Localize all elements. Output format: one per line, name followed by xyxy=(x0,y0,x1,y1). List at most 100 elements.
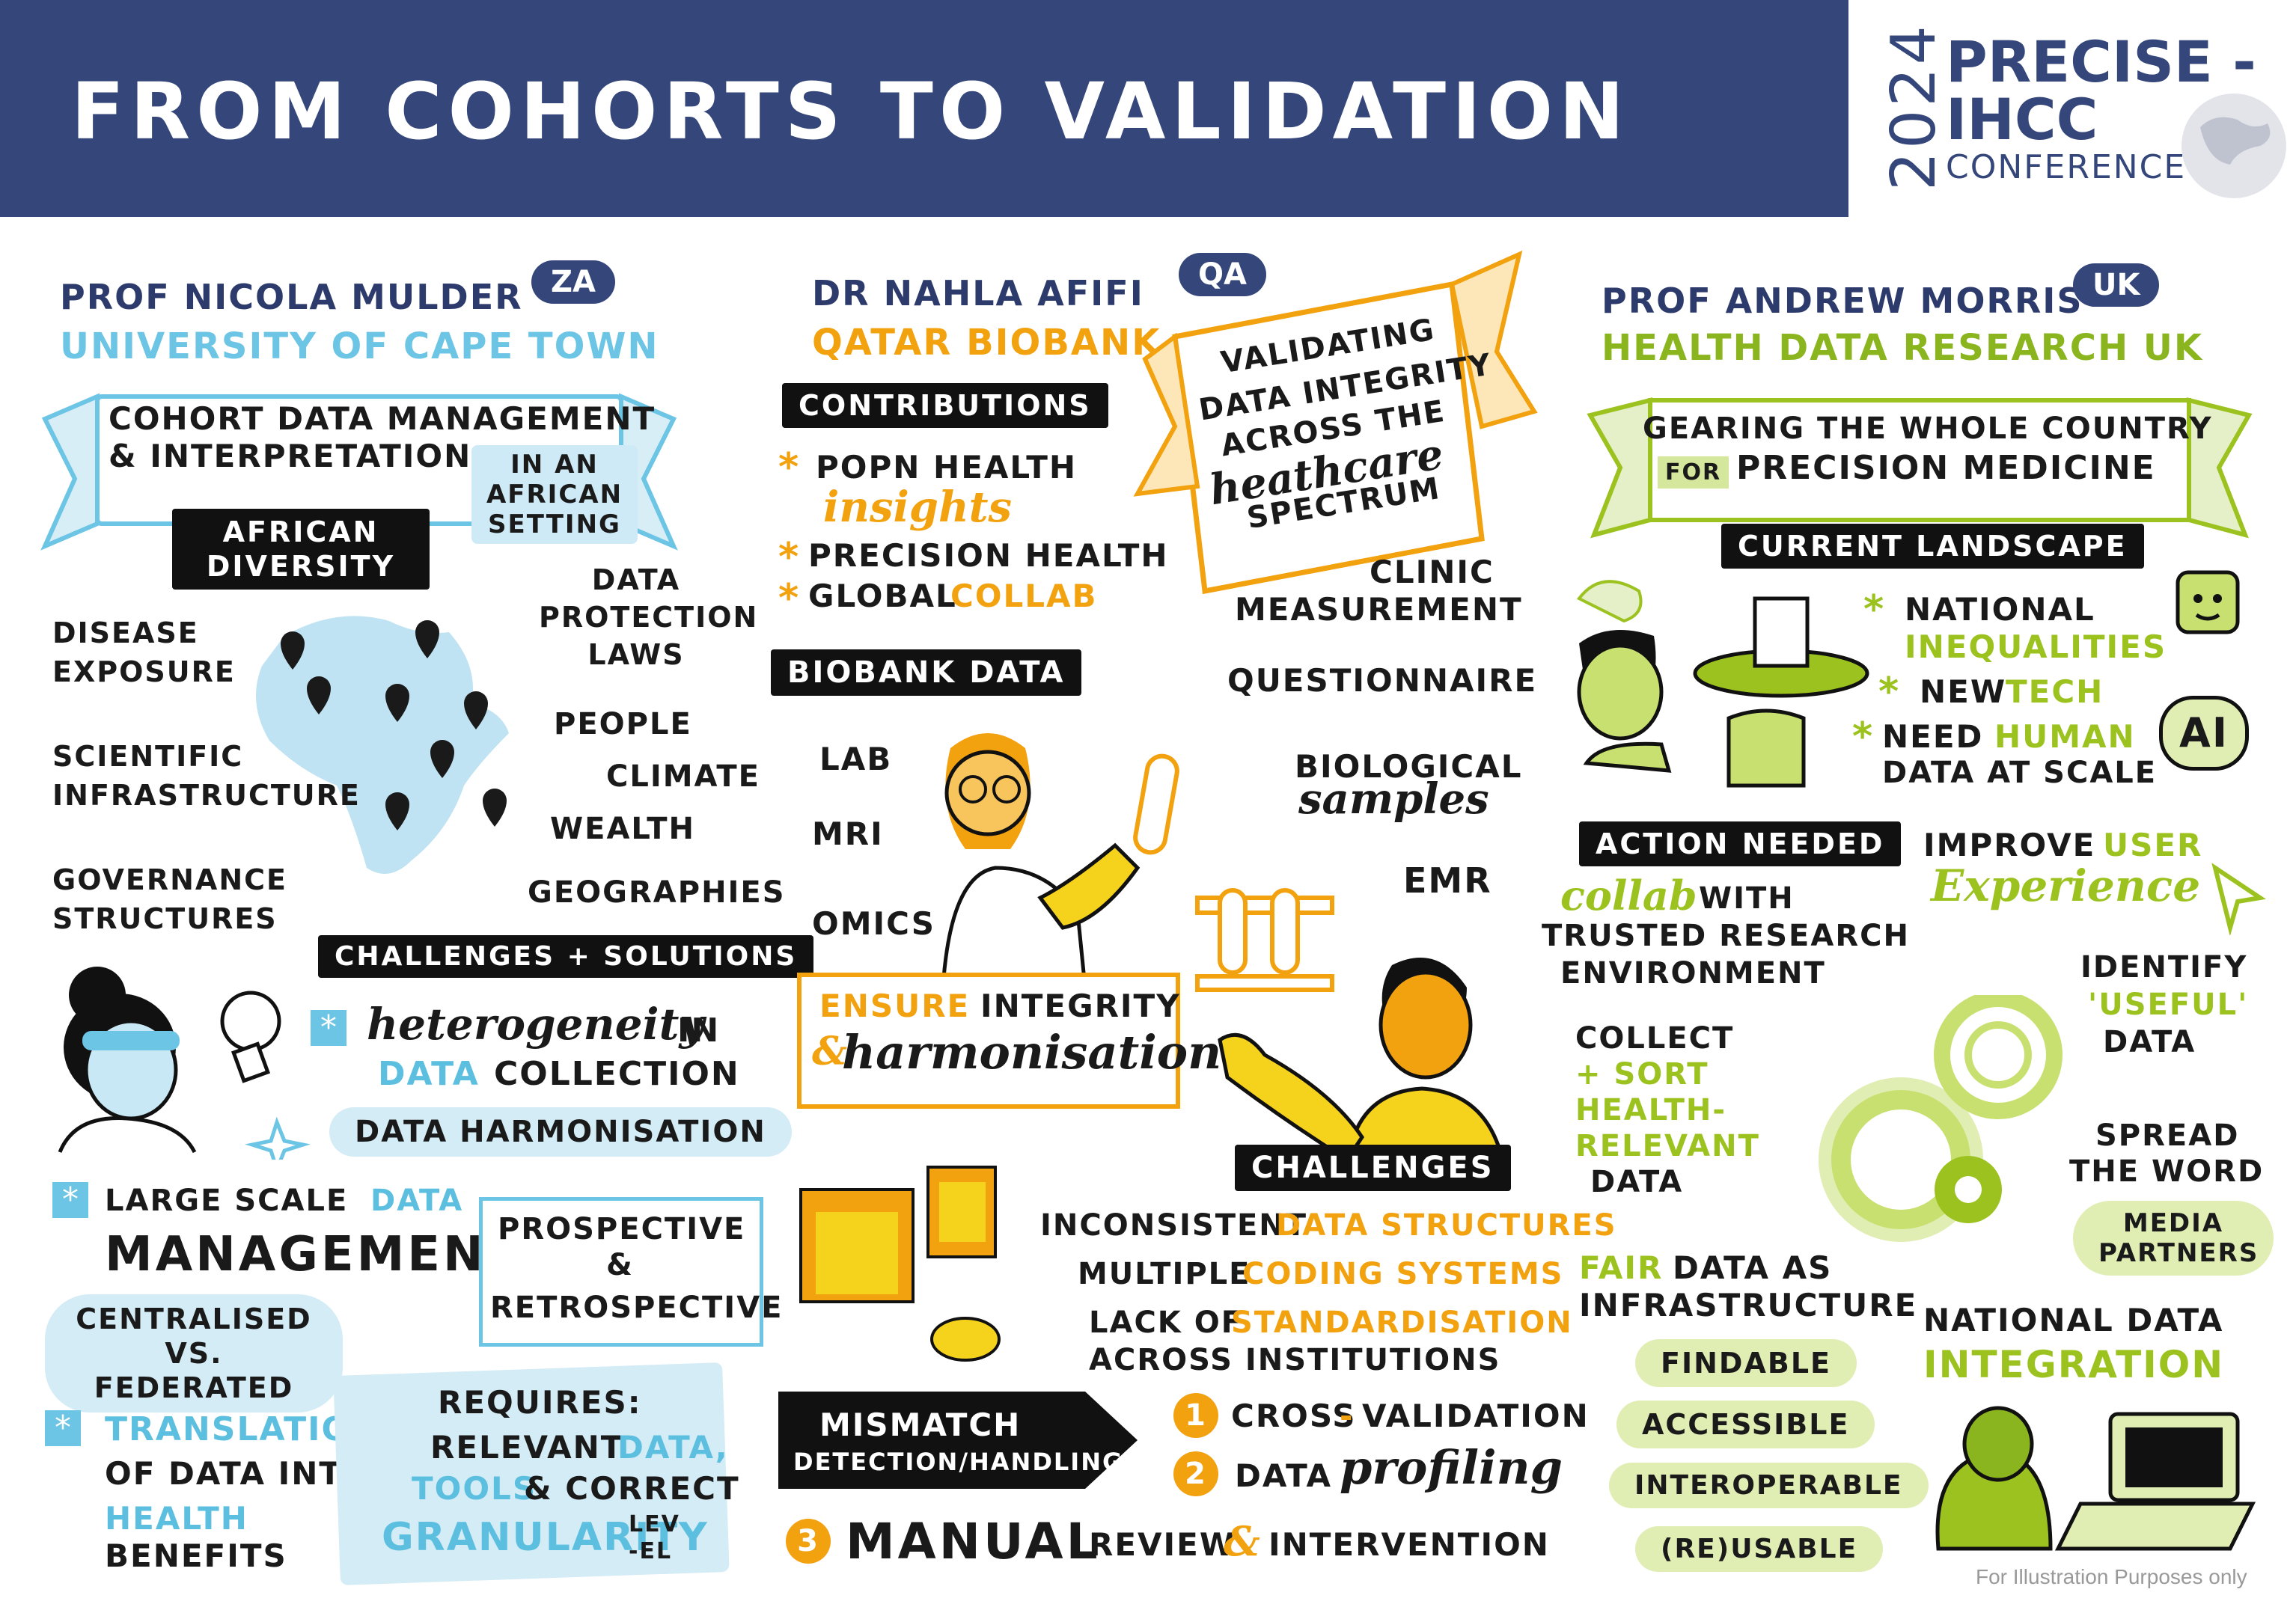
granularity-text: GRANULARITY xyxy=(382,1515,709,1560)
mouse-icon xyxy=(930,1317,1001,1362)
fair-text: FAIR xyxy=(1579,1249,1664,1286)
gears-illustration xyxy=(1819,995,2063,1242)
step1b: - xyxy=(1340,1398,1355,1434)
institution: QATAR BIOBANK xyxy=(812,322,1161,364)
need-text: NEED xyxy=(1882,718,1984,755)
correct-text: & CORRECT xyxy=(524,1470,740,1507)
asterisk-icon: * xyxy=(1852,714,1875,759)
large-scale-data: DATA xyxy=(370,1184,464,1218)
speaker-name: PROF ANDREW MORRIS xyxy=(1602,281,2083,321)
requires-label: REQUIRES: xyxy=(438,1384,642,1421)
map-label-people: PEOPLE xyxy=(554,707,692,741)
country-badge: ZA xyxy=(531,260,615,304)
collect2: + SORT xyxy=(1575,1057,1709,1092)
country-badge: QA xyxy=(1179,253,1266,296)
req-data-text: DATA, xyxy=(617,1429,729,1466)
person-illustration xyxy=(1218,958,1506,1167)
robot-icon xyxy=(2176,570,2240,634)
trusted2: ENVIRONMENT xyxy=(1560,956,1826,991)
asterisk-icon: * xyxy=(311,1010,346,1046)
contrib-popn: POPN HEALTH xyxy=(816,449,1077,486)
asterisk-icon: * xyxy=(1863,587,1886,632)
map-label-data-protection: DATA PROTECTION LAWS xyxy=(539,563,759,671)
translation-text: TRANSLATION xyxy=(105,1410,380,1448)
ch1b: DATA STRUCTURES xyxy=(1276,1208,1617,1243)
africa-map xyxy=(256,616,509,874)
map-pin-icon xyxy=(385,684,409,722)
map-pin-icon xyxy=(415,620,439,658)
centralised-pill: CENTRALISED VS. FEDERATED xyxy=(45,1294,343,1413)
ribbon-banner xyxy=(1587,397,2253,539)
current-landscape-label: CURRENT LANDSCAPE xyxy=(1721,524,2144,569)
globe-icon xyxy=(2181,94,2286,198)
media-partners-pill: MEDIA PARTNERS xyxy=(2073,1201,2274,1276)
gearing-line1: GEARING THE WHOLE COUNTRY xyxy=(1643,411,2213,446)
banner-subtitle: IN AN AFRICAN SETTING xyxy=(471,445,638,544)
mismatch-text: MISMATCH xyxy=(819,1407,1022,1443)
interoperable-pill: INTEROPERABLE xyxy=(1609,1463,1929,1508)
map-pin-icon xyxy=(307,676,331,714)
ch3a: LACK OF xyxy=(1089,1306,1244,1340)
mismatch-detection: DETECTION/HANDLING xyxy=(793,1448,1124,1476)
step3a: MANUAL xyxy=(846,1513,1101,1570)
step3c: INTERVENTION xyxy=(1268,1526,1550,1563)
logo-ihcc: IHCC xyxy=(1946,86,2098,153)
country-badge: UK xyxy=(2073,263,2160,307)
logo-year: 2024 xyxy=(1878,22,1950,191)
computers-illustration xyxy=(799,1166,1001,1362)
national-data-text: NATIONAL DATA xyxy=(1923,1302,2224,1338)
fair-rest-text: DATA AS xyxy=(1673,1249,1833,1286)
ensure-box xyxy=(797,973,1180,1109)
gear-icon xyxy=(1935,1156,2002,1223)
map-label-governance: GOVERNANCE STRUCTURES xyxy=(52,863,287,935)
map-label-disease: DISEASE EXPOSURE xyxy=(52,616,236,688)
prospective-text: PROSPECTIVE xyxy=(498,1212,746,1246)
data-at-scale: DATA AT SCALE xyxy=(1882,756,2158,790)
step3b: REVIEW xyxy=(1089,1526,1236,1563)
step2-profiling: profiling xyxy=(1340,1440,1563,1495)
collect3: HEALTH- xyxy=(1575,1093,1726,1127)
step1a: CROSS xyxy=(1231,1398,1357,1434)
contributions-label: CONTRIBUTIONS xyxy=(782,383,1108,428)
useful-data-text: DATA xyxy=(2103,1025,2196,1059)
experience-text: Experience xyxy=(1931,860,2201,911)
prospective-amp: & xyxy=(606,1248,634,1282)
harmonisation-text: harmonisation xyxy=(842,1025,1222,1080)
infrastructure-text: INFRASTRUCTURE xyxy=(1579,1287,1918,1323)
heterogeneity-text: heterogeneity xyxy=(367,999,705,1050)
map-label-geographies: GEOGRAPHIES xyxy=(528,875,786,910)
ch3b: STANDARDISATION xyxy=(1231,1306,1573,1340)
omics-label: OMICS xyxy=(812,905,935,942)
speaker-name: DR NAHLA AFIFI xyxy=(812,273,1144,313)
landscape-illustration xyxy=(1576,580,1869,788)
lightbulb-icon xyxy=(220,991,281,1083)
trusted1: TRUSTED RESEARCH xyxy=(1542,919,1910,953)
step1-number: 1 xyxy=(1173,1393,1218,1438)
ch3c: ACROSS INSTITUTIONS xyxy=(1089,1343,1501,1377)
of-data-into-text: OF DATA INTO xyxy=(105,1455,370,1492)
sparkle-icon xyxy=(245,1116,311,1160)
speaker-name: PROF NICOLA MULDER xyxy=(60,277,523,317)
questionnaire-label: QUESTIONNAIRE xyxy=(1227,662,1538,699)
spread2: THE WORD xyxy=(2069,1154,2265,1189)
collect4: RELEVANT xyxy=(1575,1129,1760,1163)
data-word: DATA xyxy=(378,1055,480,1093)
biological-label: BIOLOGICAL xyxy=(1295,748,1523,785)
emr-label: EMR xyxy=(1403,860,1492,901)
benefits-text: BENEFITS xyxy=(105,1537,287,1574)
improve-text: IMPROVE xyxy=(1923,827,2096,863)
ensure-text: ENSURE xyxy=(819,988,971,1024)
contrib-collab: COLLAB xyxy=(950,578,1098,614)
lab-label: LAB xyxy=(819,741,893,777)
tech-text: TECH xyxy=(2006,673,2104,710)
user-text: USER xyxy=(2103,827,2203,863)
map-pin-icon xyxy=(281,631,305,670)
asterisk-icon: * xyxy=(778,576,801,621)
map-pin-icon xyxy=(464,691,488,729)
asterisk-icon: * xyxy=(52,1182,88,1218)
map-pin-icon xyxy=(483,789,507,827)
national-text: NATIONAL xyxy=(1905,591,2095,628)
ensure-amp: & xyxy=(812,1029,847,1074)
map-label-wealth: WEALTH xyxy=(550,812,696,846)
map-pin-icon xyxy=(385,792,409,830)
